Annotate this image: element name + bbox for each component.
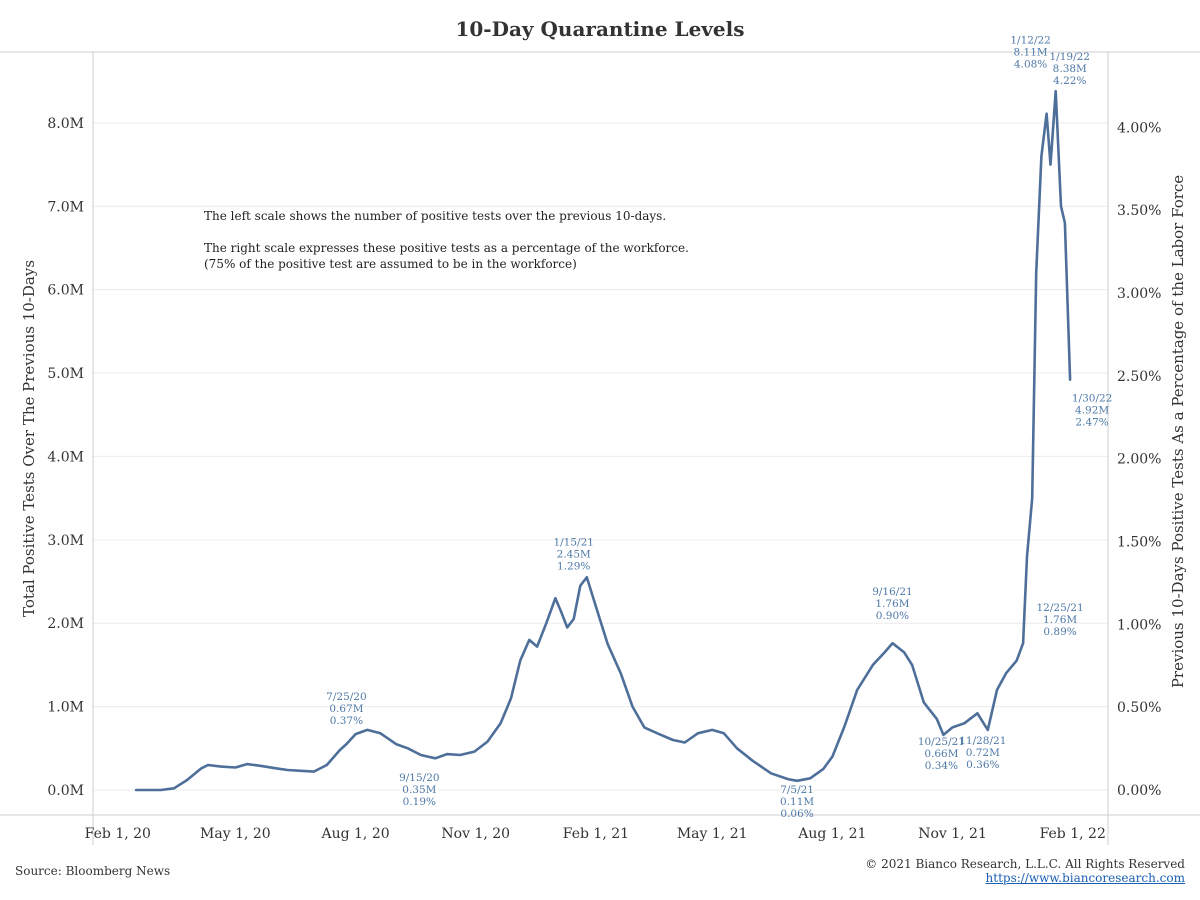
annotation-label: 0.36%	[966, 759, 999, 771]
y-tick-label: 8.0M	[47, 116, 84, 132]
y-tick-label: 3.0M	[47, 533, 84, 549]
y2-tick-label: 2.00%	[1117, 452, 1161, 468]
y2-axis-title: Previous 10-Days Positive Tests As a Per…	[1169, 175, 1187, 688]
annotation-label: 0.11M	[780, 796, 814, 808]
annotation-label: 1/19/22	[1050, 51, 1090, 63]
y2-tick-label: 3.00%	[1117, 286, 1161, 302]
annotation-label: 0.34%	[925, 760, 958, 772]
annotation-label: 0.06%	[780, 808, 813, 820]
annotation-label: 7/5/21	[780, 784, 814, 796]
y2-tick-label: 4.00%	[1117, 120, 1161, 136]
annotation-label: 1/30/22	[1072, 393, 1112, 405]
x-tick-label: May 1, 20	[200, 826, 271, 842]
annotation-label: 1/12/22	[1010, 35, 1050, 47]
y2-tick-label: 3.50%	[1117, 203, 1161, 219]
annotation-label: 8.38M	[1053, 63, 1087, 75]
x-tick-label: Feb 1, 22	[1040, 826, 1106, 842]
note-line: (75% of the positive test are assumed to…	[204, 257, 577, 271]
y-tick-label: 2.0M	[47, 616, 84, 632]
x-axis-ticks: Feb 1, 20 May 1, 20 Aug 1, 20 Nov 1, 20 Feb …	[85, 826, 1106, 842]
y2-tick-label: 1.50%	[1117, 535, 1161, 551]
x-tick-label: Nov 1, 21	[918, 826, 987, 842]
x-tick-label: Feb 1, 20	[85, 826, 151, 842]
annotation-label: 1.76M	[875, 598, 909, 610]
annotation-label: 1.76M	[1043, 614, 1077, 626]
annotation-label: 0.37%	[330, 715, 363, 727]
annotation-label: 0.90%	[876, 610, 909, 622]
annotation-label: 4.08%	[1014, 59, 1047, 71]
y-tick-label: 7.0M	[47, 199, 84, 215]
annotation-label: 1/15/21	[553, 537, 593, 549]
annotation-label: 10/25/21	[918, 736, 965, 748]
copyright-text: © 2021 Bianco Research, L.L.C. All Right…	[865, 857, 1185, 871]
y2-tick-label: 0.50%	[1117, 700, 1161, 716]
annotation-label: 1.29%	[557, 561, 590, 573]
annotation-label: 0.89%	[1043, 626, 1076, 638]
y-tick-label: 1.0M	[47, 700, 84, 716]
annotation-label: 4.92M	[1075, 405, 1109, 417]
annotation-label: 9/15/20	[399, 772, 439, 784]
annotation-label: 9/16/21	[872, 586, 912, 598]
chart-note: The left scale shows the number of posit…	[204, 209, 689, 271]
y2-tick-label: 1.00%	[1117, 617, 1161, 633]
axes	[0, 51, 1200, 845]
annotation-label: 12/25/21	[1037, 602, 1084, 614]
annotation-label: 2.47%	[1075, 417, 1108, 429]
annotation-label: 7/25/20	[326, 691, 366, 703]
note-line: The right scale expresses these positive…	[204, 241, 689, 255]
source-note: Source: Bloomberg News	[15, 864, 171, 878]
note-line: The left scale shows the number of posit…	[204, 209, 666, 223]
annotation-label: 0.66M	[924, 748, 958, 760]
annotation-label: 0.35M	[402, 784, 436, 796]
annotation-label: 8.11M	[1014, 47, 1048, 59]
annotation-label: 0.72M	[966, 747, 1000, 759]
left-axis-ticks: 0.0M 1.0M 2.0M 3.0M 4.0M 5.0M 6.0M 7.0M 8.0M	[47, 116, 84, 799]
y2-tick-label: 2.50%	[1117, 369, 1161, 385]
copyright-block: © 2021 Bianco Research, L.L.C. All Right…	[865, 857, 1185, 885]
right-axis-ticks: 0.00% 0.50% 1.00% 1.50% 2.00% 2.50% 3.00% 3.50%…	[1117, 120, 1161, 799]
y-tick-label: 4.0M	[47, 449, 84, 465]
annotation-label: 0.67M	[329, 703, 363, 715]
x-tick-label: Aug 1, 20	[320, 826, 389, 842]
chart-title: 10-Day Quarantine Levels	[455, 17, 745, 41]
annotation-label: 0.19%	[403, 796, 436, 808]
annotation-label: 2.45M	[557, 549, 591, 561]
y-axis-title: Total Positive Tests Over The Previous 1…	[20, 260, 38, 617]
annotation-label: 11/28/21	[959, 735, 1006, 747]
y-tick-label: 6.0M	[47, 283, 84, 299]
x-tick-label: Aug 1, 21	[797, 826, 866, 842]
annotation-label: 4.22%	[1053, 75, 1086, 87]
y-tick-label: 5.0M	[47, 366, 84, 382]
y-tick-label: 0.0M	[47, 783, 84, 799]
x-tick-label: Nov 1, 20	[441, 826, 510, 842]
x-tick-label: May 1, 21	[677, 826, 748, 842]
series-group	[134, 89, 1072, 792]
y2-tick-label: 0.00%	[1117, 783, 1161, 799]
x-tick-label: Feb 1, 21	[563, 826, 629, 842]
series-line	[134, 89, 1072, 792]
website-link[interactable]: https://www.biancoresearch.com	[985, 871, 1185, 885]
